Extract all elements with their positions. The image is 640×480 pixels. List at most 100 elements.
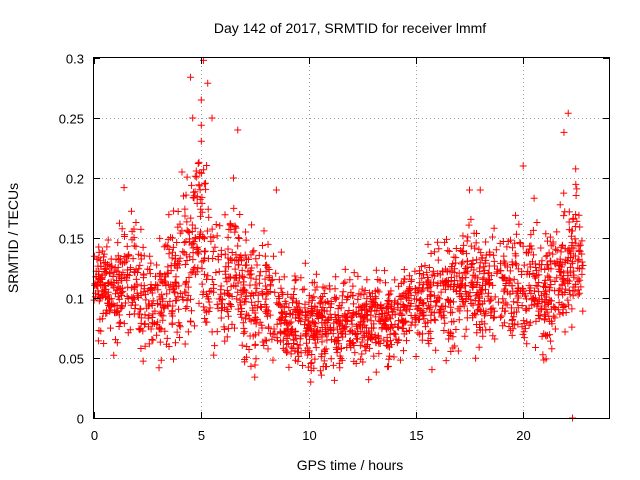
data-point bbox=[506, 290, 514, 298]
data-point bbox=[385, 355, 393, 363]
data-point bbox=[308, 306, 316, 314]
data-point bbox=[169, 355, 177, 363]
data-point bbox=[236, 271, 244, 279]
data-point bbox=[217, 246, 225, 254]
data-point bbox=[546, 257, 554, 265]
data-point bbox=[437, 279, 445, 287]
data-point bbox=[476, 294, 484, 302]
data-point bbox=[228, 256, 236, 264]
data-point bbox=[551, 304, 559, 312]
data-point bbox=[473, 329, 481, 337]
data-point bbox=[179, 296, 187, 304]
data-point bbox=[518, 284, 526, 292]
data-point bbox=[141, 311, 149, 319]
data-point bbox=[269, 356, 277, 364]
data-point bbox=[512, 252, 520, 260]
y-tick-label: 0.05 bbox=[59, 352, 84, 367]
data-point bbox=[514, 292, 522, 300]
data-point bbox=[171, 289, 179, 297]
data-point bbox=[242, 228, 250, 236]
data-point bbox=[463, 237, 471, 245]
data-point bbox=[263, 312, 271, 320]
data-point bbox=[107, 324, 115, 332]
data-point bbox=[109, 300, 117, 308]
data-point bbox=[556, 310, 564, 318]
data-point bbox=[295, 352, 303, 360]
data-point bbox=[510, 308, 518, 316]
data-point bbox=[163, 290, 171, 298]
data-point bbox=[167, 233, 175, 241]
data-point bbox=[283, 340, 291, 348]
data-point bbox=[235, 234, 243, 242]
data-point bbox=[444, 282, 452, 290]
data-point bbox=[107, 278, 115, 286]
chart-title: Day 142 of 2017, SRMTID for receiver lmm… bbox=[214, 20, 486, 36]
data-point bbox=[465, 221, 473, 229]
data-point bbox=[172, 273, 180, 281]
data-point bbox=[520, 334, 528, 342]
data-point bbox=[425, 264, 433, 272]
data-point bbox=[156, 234, 164, 242]
data-point bbox=[267, 277, 275, 285]
data-point bbox=[264, 345, 272, 353]
data-point bbox=[226, 220, 234, 228]
data-point bbox=[291, 277, 299, 285]
data-point bbox=[249, 248, 257, 256]
data-point bbox=[510, 275, 518, 283]
data-point bbox=[521, 290, 529, 298]
data-point bbox=[137, 225, 145, 233]
data-point bbox=[123, 242, 131, 250]
data-point bbox=[560, 212, 568, 220]
data-point bbox=[538, 305, 546, 313]
data-point bbox=[537, 304, 545, 312]
data-point bbox=[539, 351, 547, 359]
data-point bbox=[233, 295, 241, 303]
data-point bbox=[299, 361, 307, 369]
data-point bbox=[375, 288, 383, 296]
data-point bbox=[133, 289, 141, 297]
data-point bbox=[370, 320, 378, 328]
data-point bbox=[362, 300, 370, 308]
data-point bbox=[367, 307, 375, 315]
data-point bbox=[191, 172, 199, 180]
data-point bbox=[243, 342, 251, 350]
data-point bbox=[492, 246, 500, 254]
data-point bbox=[191, 224, 199, 232]
data-point bbox=[331, 311, 339, 319]
data-point bbox=[197, 121, 205, 129]
data-point bbox=[203, 308, 211, 316]
data-point bbox=[461, 332, 469, 340]
data-point bbox=[459, 258, 467, 266]
data-point bbox=[171, 278, 179, 286]
data-point bbox=[231, 265, 239, 273]
data-point bbox=[361, 287, 369, 295]
data-point bbox=[198, 193, 206, 201]
data-point bbox=[256, 318, 264, 326]
data-point bbox=[158, 295, 166, 303]
data-point bbox=[248, 221, 256, 229]
data-point bbox=[137, 344, 145, 352]
data-point bbox=[283, 335, 291, 343]
data-point bbox=[290, 336, 298, 344]
data-point bbox=[189, 114, 197, 122]
data-point bbox=[244, 268, 252, 276]
data-point bbox=[546, 233, 554, 241]
data-point bbox=[209, 233, 217, 241]
data-point bbox=[405, 272, 413, 280]
data-point bbox=[301, 259, 309, 267]
data-point bbox=[469, 281, 477, 289]
data-point bbox=[561, 328, 569, 336]
data-point bbox=[472, 239, 480, 247]
data-point bbox=[136, 261, 144, 269]
data-point bbox=[447, 273, 455, 281]
data-point bbox=[106, 306, 114, 314]
data-point bbox=[360, 290, 368, 298]
data-point bbox=[473, 306, 481, 314]
data-point bbox=[429, 267, 437, 275]
data-point bbox=[542, 252, 550, 260]
data-point bbox=[321, 350, 329, 358]
data-point bbox=[224, 307, 232, 315]
data-point bbox=[440, 307, 448, 315]
data-point bbox=[334, 305, 342, 313]
data-point bbox=[198, 265, 206, 273]
